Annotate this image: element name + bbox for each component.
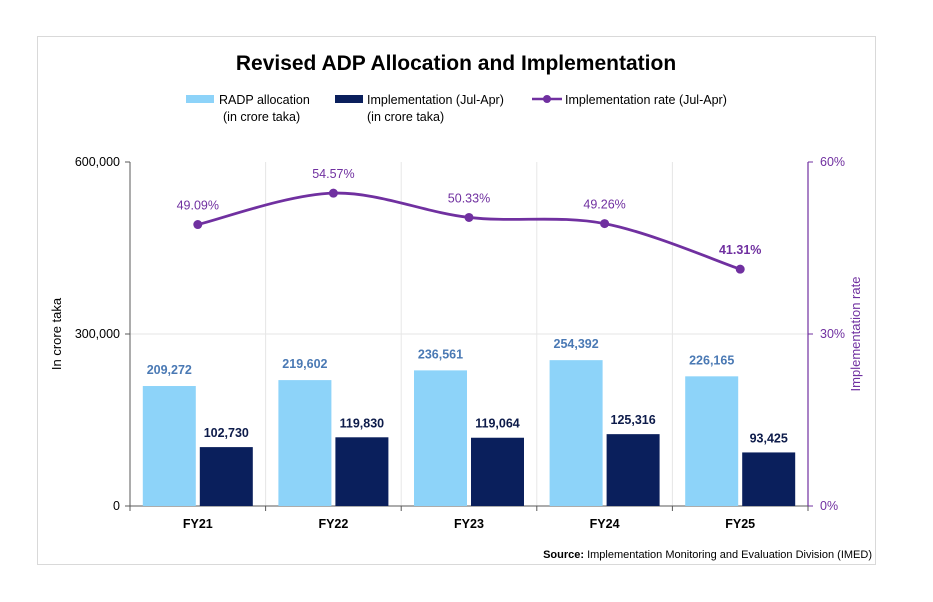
y2-tick-label: 30% [820,327,845,341]
data-label-implementation: 125,316 [611,413,656,427]
chart-title: Revised ADP Allocation and Implementatio… [236,52,676,75]
data-label-rate: 49.09% [177,199,219,213]
source-note: Source: Implementation Monitoring and Ev… [543,549,872,561]
point-implementation-rate [735,264,745,274]
bar-implementation [606,434,660,506]
legend-label-allocation: RADP allocation [219,93,310,107]
y2-tick-label: 0% [820,499,838,513]
x-tick-label: FY21 [183,517,213,531]
y-tick-label: 600,000 [75,155,120,169]
point-implementation-rate [328,188,338,198]
bar-implementation [742,452,796,506]
bar-allocation [142,386,196,506]
x-tick-label: FY25 [725,517,755,531]
legend-swatch-allocation [186,95,214,103]
y-tick-label: 300,000 [75,327,120,341]
source-text: Implementation Monitoring and Evaluation… [584,549,872,561]
bar-implementation [199,447,253,506]
x-tick-label: FY24 [590,517,620,531]
y2-axis-title: Implementation rate [848,277,863,392]
bar-implementation [471,437,524,506]
data-label-implementation: 119,830 [340,416,385,430]
bar-allocation [549,360,603,506]
y-tick-label: 0 [113,499,120,513]
legend-swatch-implementation [335,95,363,103]
bar-implementation [335,437,389,506]
bar-allocation [685,376,739,506]
data-label-implementation: 93,425 [750,431,788,445]
legend-sublabel-allocation: (in crore taka) [223,110,300,124]
x-tick-label: FY23 [454,517,484,531]
legend-label-implementation: Implementation (Jul-Apr) [367,93,504,107]
data-label-allocation: 254,392 [554,337,599,351]
plot-area: 209,272 102,730 FY21 219,602 119,830 FY22 236,… [125,161,813,531]
point-implementation-rate [193,220,203,230]
data-label-rate: 49.26% [583,198,625,212]
source-label: Source: [543,549,584,561]
legend-label-rate: Implementation rate (Jul-Apr) [565,93,727,107]
data-label-allocation: 209,272 [147,363,192,377]
x-tick-label: FY22 [318,517,348,531]
legend-marker-rate [543,95,551,103]
data-label-allocation: 226,165 [689,353,734,367]
data-label-rate: 50.33% [448,191,490,205]
bar-allocation [278,380,332,506]
y-axis-title: In crore taka [49,297,64,370]
bar-allocation [414,370,467,506]
data-label-implementation: 102,730 [204,426,249,440]
data-label-rate: 41.31% [719,243,761,257]
legend-sublabel-implementation: (in crore taka) [367,110,444,124]
data-label-allocation: 236,561 [418,347,463,361]
data-label-allocation: 219,602 [282,357,327,371]
legend: RADP allocation (in crore taka) Implemen… [186,93,727,124]
data-label-rate: 54.57% [312,167,354,181]
y2-tick-label: 60% [820,155,845,169]
point-implementation-rate [600,219,610,229]
data-label-implementation: 119,064 [475,417,520,431]
point-implementation-rate [464,212,474,222]
